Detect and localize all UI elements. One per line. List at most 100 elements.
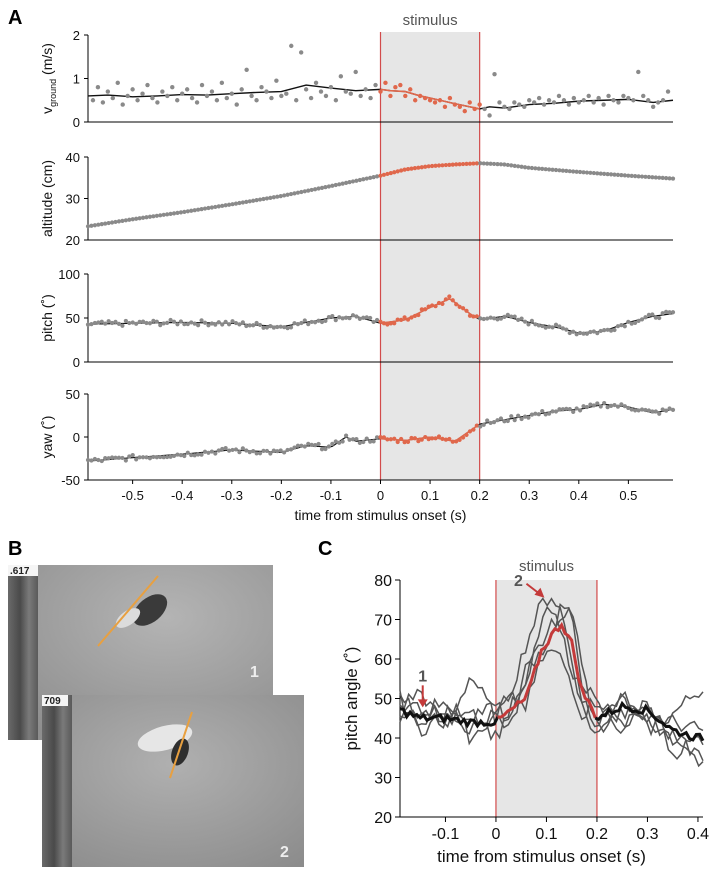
- data-point: [303, 87, 309, 92]
- data-point: [471, 161, 476, 166]
- data-point: [433, 436, 438, 441]
- data-point: [302, 189, 307, 194]
- data-point: [184, 87, 190, 92]
- data-point: [426, 304, 431, 309]
- data-point: [440, 301, 445, 306]
- data-point: [113, 219, 118, 225]
- data-point: [214, 98, 220, 103]
- data-point: [660, 311, 665, 316]
- data-point: [171, 453, 177, 459]
- data-point: [361, 177, 366, 182]
- x-tick-label: 0.2: [471, 488, 489, 503]
- data-point: [605, 327, 610, 332]
- data-point: [206, 450, 211, 455]
- data-point: [288, 447, 294, 452]
- data-point: [402, 167, 407, 172]
- data-point: [285, 326, 290, 331]
- data-point: [636, 174, 641, 179]
- data-point: [543, 167, 548, 172]
- data-point: [171, 211, 177, 216]
- data-point: [452, 102, 458, 107]
- data-point: [576, 100, 582, 105]
- data-point: [622, 173, 627, 178]
- data-point: [240, 320, 245, 325]
- data-point: [337, 440, 342, 445]
- data-point: [333, 98, 339, 103]
- data-point: [581, 98, 586, 103]
- data-point: [602, 328, 607, 333]
- data-point: [631, 98, 636, 103]
- data-point: [202, 320, 208, 325]
- data-point: [392, 436, 397, 441]
- data-point: [564, 406, 569, 411]
- data-point: [653, 175, 658, 180]
- data-point: [140, 319, 146, 324]
- data-point: [237, 322, 242, 327]
- data-point: [150, 95, 155, 101]
- data-point: [541, 102, 547, 107]
- data-point: [467, 313, 473, 318]
- data-point: [106, 220, 111, 226]
- data-point: [213, 451, 218, 456]
- data-point: [151, 318, 156, 323]
- data-point: [536, 95, 542, 101]
- data-point: [348, 91, 353, 96]
- data-point: [109, 320, 115, 326]
- data-point: [408, 87, 413, 92]
- data-point: [392, 170, 397, 175]
- data-point: [588, 329, 593, 335]
- data-point: [319, 447, 325, 452]
- data-point: [447, 436, 452, 442]
- photo-1-insect-shadow: [132, 594, 168, 626]
- data-point: [561, 98, 567, 103]
- data-point: [655, 100, 661, 105]
- data-point: [588, 402, 593, 407]
- data-point: [667, 406, 672, 411]
- data-point: [116, 455, 122, 460]
- data-point: [289, 43, 294, 49]
- data-point: [254, 98, 259, 103]
- data-point: [216, 320, 221, 325]
- data-point: [251, 323, 256, 328]
- data-point: [251, 449, 256, 454]
- data-point: [495, 418, 500, 423]
- data-point: [512, 163, 517, 168]
- data-point: [488, 420, 493, 426]
- y-tick-label: 100: [58, 267, 80, 282]
- data-point: [660, 407, 665, 412]
- data-point: [608, 403, 614, 409]
- data-point: [292, 321, 297, 326]
- data-point: [323, 446, 328, 452]
- data-point: [371, 319, 376, 325]
- data-point: [574, 169, 579, 174]
- data-point: [560, 326, 565, 331]
- data-point: [347, 315, 352, 321]
- data-point: [330, 183, 335, 188]
- data-point: [103, 321, 108, 326]
- data-point: [586, 93, 591, 99]
- data-point: [450, 298, 455, 303]
- data-point: [584, 170, 590, 175]
- data-point: [178, 453, 184, 458]
- data-point: [92, 456, 97, 462]
- data-point: [161, 212, 166, 217]
- data-point: [185, 450, 190, 455]
- data-point: [219, 80, 225, 86]
- data-point: [643, 315, 648, 320]
- data-point: [282, 450, 287, 455]
- data-point: [113, 455, 118, 460]
- data-point: [602, 171, 607, 176]
- data-point: [147, 214, 153, 219]
- data-point: [464, 308, 469, 313]
- data-point: [189, 452, 194, 458]
- data-point: [125, 93, 130, 99]
- data-point: [487, 113, 492, 118]
- data-point: [109, 220, 115, 225]
- data-point: [639, 174, 645, 179]
- data-point: [99, 319, 104, 324]
- data-point: [237, 200, 242, 206]
- data-point: [318, 89, 324, 94]
- data-point: [405, 439, 411, 445]
- data-point: [123, 318, 128, 324]
